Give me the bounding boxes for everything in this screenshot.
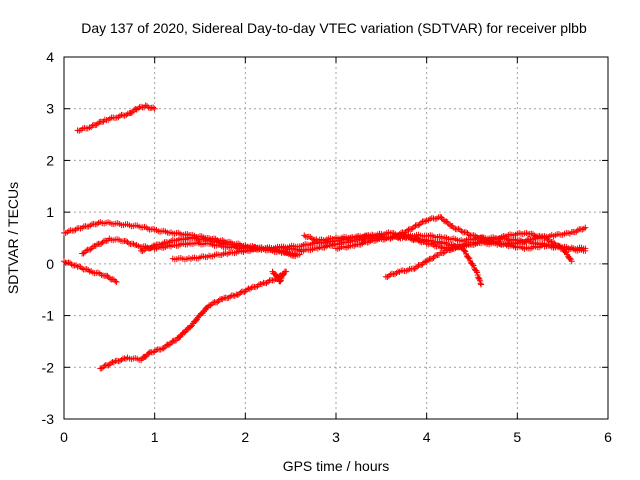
data-point xyxy=(580,225,587,232)
data-point xyxy=(160,345,167,352)
data-point xyxy=(192,317,199,324)
x-tick-label: 1 xyxy=(151,429,159,445)
data-point xyxy=(207,302,214,309)
y-tick-label: 0 xyxy=(46,256,54,272)
data-point xyxy=(214,299,221,306)
series-track-10 xyxy=(382,230,575,280)
data-point xyxy=(274,274,281,281)
y-axis-label: SDTVAR / TECUs xyxy=(5,182,21,294)
data-point xyxy=(104,272,111,279)
data-point xyxy=(422,218,429,225)
series-track-3 xyxy=(61,258,120,285)
data-point xyxy=(566,255,573,262)
data-point xyxy=(271,277,278,284)
axis-ticks: 0 1 2 3 4 5 6 -3 -2 -1 0 1 2 3 4 xyxy=(42,49,613,445)
data-point xyxy=(307,234,314,241)
data-point xyxy=(568,258,575,265)
data-point xyxy=(128,109,135,116)
data-point xyxy=(582,245,589,252)
data-point xyxy=(263,280,270,287)
data-point xyxy=(122,237,129,244)
y-tick-label: 1 xyxy=(46,204,54,220)
y-tick-label: 2 xyxy=(46,152,54,168)
data-point xyxy=(422,258,429,265)
x-tick-label: 0 xyxy=(60,429,68,445)
y-tick-label: 3 xyxy=(46,101,54,117)
data-point xyxy=(549,238,556,245)
x-tick-label: 6 xyxy=(604,429,612,445)
data-point xyxy=(105,362,112,369)
data-point xyxy=(542,235,549,242)
data-point xyxy=(477,280,484,287)
y-tick-label: -2 xyxy=(42,359,55,375)
data-point xyxy=(112,278,119,285)
data-point xyxy=(280,271,287,278)
data-point xyxy=(118,356,125,363)
data-point xyxy=(90,243,97,250)
y-tick-label: -1 xyxy=(42,308,55,324)
data-point xyxy=(431,253,438,260)
y-tick-label: -3 xyxy=(42,411,55,427)
data-point xyxy=(478,281,485,288)
data-point xyxy=(301,232,308,239)
series-track-11 xyxy=(333,231,589,253)
data-point xyxy=(101,362,108,369)
y-tick-label: 4 xyxy=(46,49,54,65)
data-point xyxy=(98,365,105,372)
data-point xyxy=(237,289,244,296)
data-point xyxy=(187,323,194,330)
data-point xyxy=(582,224,589,231)
data-point xyxy=(67,259,74,266)
series-track-12 xyxy=(269,268,287,285)
data-point xyxy=(420,259,427,266)
data-point xyxy=(277,278,284,285)
data-point xyxy=(245,285,252,292)
x-tick-label: 2 xyxy=(241,429,249,445)
x-tick-label: 3 xyxy=(332,429,340,445)
x-tick-label: 4 xyxy=(423,429,431,445)
data-point xyxy=(93,121,100,128)
data-point xyxy=(545,237,552,244)
x-axis-label: GPS time / hours xyxy=(283,458,390,474)
chart-title: Day 137 of 2020, Sidereal Day-to-day VTE… xyxy=(81,20,587,36)
data-point xyxy=(80,250,87,257)
data-point xyxy=(476,277,483,284)
data-point xyxy=(283,268,290,275)
data-point xyxy=(113,278,120,285)
data-point xyxy=(469,261,476,268)
data-marks xyxy=(61,102,589,372)
data-point xyxy=(465,254,472,261)
data-point xyxy=(429,255,436,262)
x-tick-label: 5 xyxy=(513,429,521,445)
data-point xyxy=(151,105,158,112)
data-point xyxy=(150,104,157,111)
data-point xyxy=(87,246,94,253)
data-point xyxy=(473,268,480,275)
data-point xyxy=(279,272,286,279)
data-point xyxy=(83,247,90,254)
data-point xyxy=(98,240,105,247)
series-track-7 xyxy=(97,268,290,372)
series-track-1 xyxy=(74,102,158,134)
data-point xyxy=(425,257,432,264)
data-point xyxy=(456,226,463,233)
data-point xyxy=(227,293,234,300)
